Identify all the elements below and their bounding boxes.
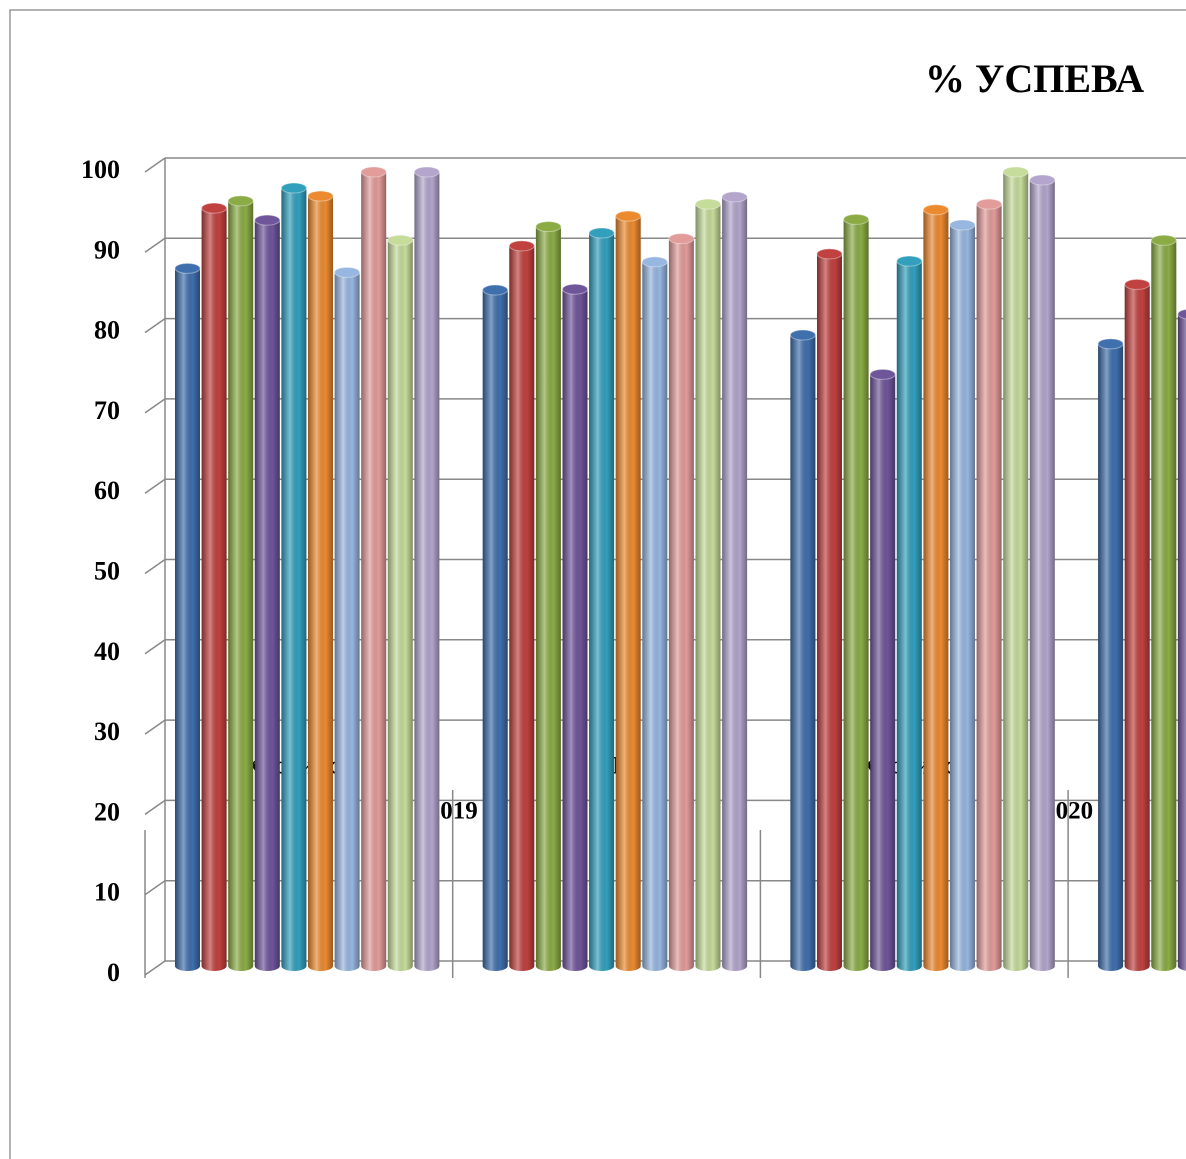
y-tick-label: 40	[94, 637, 120, 666]
bar-shade	[1098, 338, 1124, 971]
grid-line-side	[144, 237, 166, 253]
grid-line-side	[144, 157, 166, 173]
y-tick-label: 0	[107, 958, 120, 987]
bar-shade	[509, 240, 535, 972]
bar-top	[668, 233, 695, 245]
bar-top	[1097, 338, 1124, 350]
bar-top	[588, 227, 615, 239]
bar-shade	[482, 285, 508, 971]
bar-top	[721, 191, 748, 203]
bar-shade	[615, 211, 641, 972]
y-tick-label: 20	[94, 797, 120, 826]
bar-shade	[950, 219, 975, 972]
y-tick-label: 60	[94, 476, 120, 505]
y-tick-label: 70	[94, 396, 120, 425]
grid-line-side	[144, 478, 166, 494]
bar-shade	[589, 228, 615, 971]
bar-top	[1177, 308, 1186, 320]
bar-top	[843, 213, 870, 225]
bar-top	[413, 166, 440, 178]
bar-top	[387, 234, 414, 246]
bar-shade	[281, 183, 307, 971]
bar-shade	[642, 256, 668, 971]
grid-line-side	[144, 558, 166, 575]
bar-shade	[923, 204, 949, 972]
bar-shade	[1124, 279, 1150, 971]
grid-line-side	[144, 317, 166, 334]
bar-top	[334, 266, 361, 278]
bar-shade	[175, 263, 200, 971]
bar-top	[922, 204, 949, 216]
bar-shade	[254, 215, 280, 971]
bar-shade	[976, 199, 1002, 972]
bar-top	[615, 210, 642, 222]
y-tick-label: 50	[94, 556, 120, 585]
bar-top	[1124, 278, 1151, 290]
bar-top	[816, 248, 843, 260]
bar-shade	[387, 235, 413, 971]
bar-top	[562, 283, 588, 295]
bar-top	[1002, 166, 1029, 178]
chart-border	[9, 9, 1186, 1159]
bar-shade	[722, 191, 748, 971]
bar-top	[201, 202, 228, 214]
bar-top	[360, 166, 387, 178]
bar-shade	[535, 221, 561, 971]
bar-shade	[414, 167, 440, 971]
bar-shade	[1151, 235, 1177, 971]
bar-shade	[843, 214, 869, 971]
grid-line-side	[144, 960, 166, 976]
y-tick-label: 100	[81, 155, 120, 184]
bar-top	[1150, 234, 1177, 246]
bar-shade	[790, 330, 816, 971]
bar-top	[280, 182, 307, 194]
chart-title: % УСПЕВА	[925, 56, 1144, 101]
bar-shade	[308, 191, 333, 972]
bar-top	[508, 240, 535, 252]
bar-top	[535, 221, 562, 233]
bar-top	[896, 255, 923, 267]
bar-shade	[870, 369, 896, 971]
bar-shade	[228, 195, 254, 971]
bar-shade	[668, 233, 694, 972]
grid-line-side	[144, 719, 166, 735]
bar-shade	[695, 199, 721, 972]
y-tick-label: 90	[94, 235, 120, 264]
y-tick-label: 80	[94, 316, 120, 345]
bar-top	[307, 190, 334, 202]
bar-top	[1029, 174, 1056, 186]
bar-shade	[562, 284, 588, 971]
bar-top	[976, 198, 1003, 210]
bar-top	[641, 256, 668, 268]
y-tick-label: 10	[94, 878, 120, 907]
bar-top	[789, 329, 816, 341]
grid-line-side	[144, 639, 166, 655]
bar-shade	[1177, 309, 1186, 971]
grid-line-side	[144, 799, 166, 816]
bar-top	[869, 368, 896, 380]
bar-top	[695, 198, 721, 210]
bar-top	[174, 262, 201, 274]
bar-top	[949, 219, 976, 231]
bar-shade	[896, 256, 922, 971]
bar-top	[254, 214, 281, 226]
bar-top	[227, 195, 254, 207]
bar-shade	[334, 267, 360, 971]
bar-shade	[1029, 175, 1055, 971]
y-tick-label: 30	[94, 717, 120, 746]
bar-shade	[1003, 167, 1029, 971]
grid-line-side	[144, 880, 166, 896]
grid-line-side	[144, 398, 166, 414]
bar-top	[482, 284, 509, 296]
bar-shade	[817, 248, 842, 971]
bar-shade	[201, 203, 227, 971]
bar-shade	[361, 167, 387, 971]
